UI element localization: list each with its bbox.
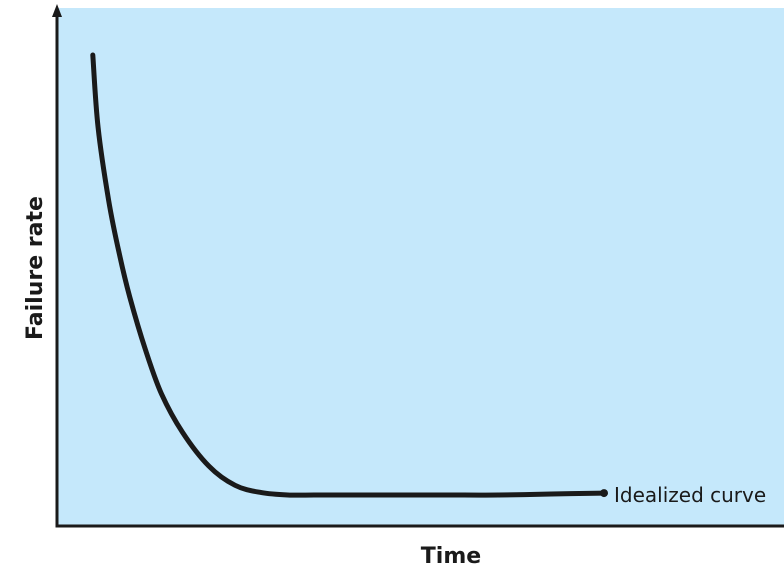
idealized-curve-line [90,52,607,498]
y-axis-title: Failure rate [23,196,48,340]
series-label: Idealized curve [614,483,766,507]
curve-end-marker [600,489,608,498]
y-axis-arrow-icon [52,4,62,17]
plot-background [57,8,784,526]
x-axis-title: Time [421,544,481,569]
